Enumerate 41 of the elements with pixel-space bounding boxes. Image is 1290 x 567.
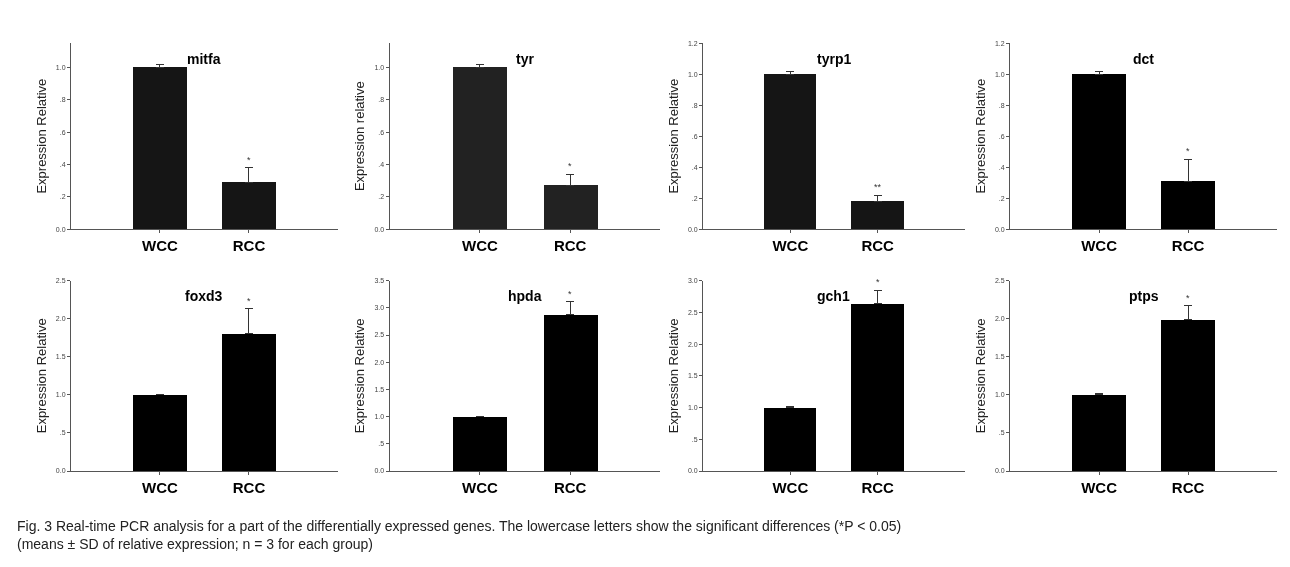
annotation: *	[247, 155, 251, 165]
y-axis-title: Expression Relative	[33, 78, 49, 194]
text: dct	[1133, 51, 1155, 67]
text: hpda	[508, 288, 542, 304]
text: tyr	[516, 51, 535, 67]
x-tick-label: RCC	[553, 479, 587, 497]
text: gch1	[817, 288, 850, 304]
x-tick-label: RCC	[861, 479, 895, 497]
x-tick-label: RCC	[232, 237, 266, 255]
y-axis-title: Expression relative	[352, 81, 368, 192]
x-tick-label: WCC	[142, 237, 179, 255]
y-axis-title: Expression Relative	[665, 318, 681, 434]
x-tick-label: RCC	[553, 237, 587, 255]
text: foxd3	[185, 288, 223, 304]
y-axis-title: Expression Relative	[972, 318, 988, 434]
x-tick-label: RCC	[232, 479, 266, 497]
text: mitfa	[187, 51, 221, 67]
x-tick-label: WCC	[1081, 237, 1118, 255]
caption: Fig. 3 Real-time PCR analysis for a part of the differentially expressed genes. The lowercase letters show the significant differences (*P < 0.05) (means ± SD of relative expression; n = 3 for each group)	[17, 518, 902, 553]
annotation: *	[876, 277, 880, 287]
annotation: **	[874, 182, 882, 192]
annotation: *	[1186, 293, 1190, 303]
x-tick-label: RCC	[861, 237, 895, 255]
y-axis-title: Expression Relative	[972, 78, 988, 194]
x-tick-label: WCC	[1081, 479, 1118, 497]
x-tick-label: WCC	[772, 237, 809, 255]
x-tick-label: WCC	[142, 479, 179, 497]
x-tick-label: RCC	[1171, 237, 1205, 255]
x-tick-label: WCC	[461, 237, 498, 255]
y-axis-title: Expression Relative	[33, 318, 49, 434]
y-axis-title: Expression Relative	[352, 318, 368, 434]
annotation: *	[568, 289, 572, 299]
text: ptps	[1129, 288, 1159, 304]
y-axis-title: Expression Relative	[665, 78, 681, 194]
x-tick-label: WCC	[772, 479, 809, 497]
annotation: *	[1186, 146, 1190, 156]
x-tick-label: RCC	[1171, 479, 1205, 497]
annotation: *	[568, 161, 572, 171]
annotation: *	[247, 296, 251, 306]
text: tyrp1	[817, 51, 852, 67]
x-tick-label: WCC	[461, 479, 498, 497]
